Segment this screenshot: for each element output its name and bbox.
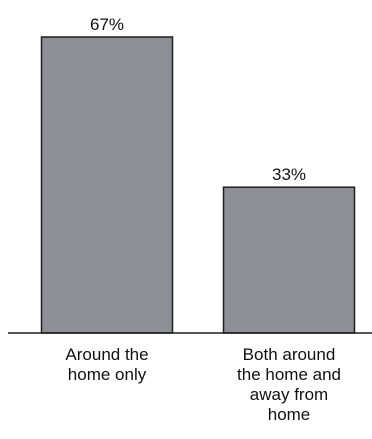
category-label-2-line-2: the home and [237,365,341,384]
category-label-2-line-4: home [268,405,311,424]
bar-value-label-2: 33% [272,165,306,184]
bar-1 [40,36,174,334]
category-label-2-line-3: away from [250,385,328,404]
bar-2 [222,186,356,334]
bars-layer [40,36,356,334]
category-label-1-line-1: Around the [65,345,148,364]
category-label-2-line-1: Both around [243,345,336,364]
category-label-1-line-2: home only [68,365,147,384]
bar-value-label-1: 67% [90,15,124,34]
